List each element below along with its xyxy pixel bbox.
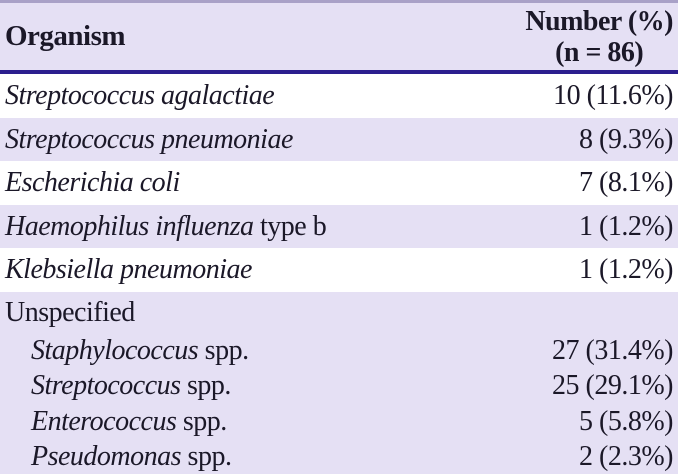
organism-name: Streptococcus pneumoniae: [5, 123, 293, 155]
count-value: 1 (1.2%): [579, 210, 673, 242]
table-row: Streptococcus pneumoniae 8 (9.3%): [0, 118, 678, 161]
column-header-number-line2: (n = 86): [555, 36, 644, 68]
organism-name: Enterococcus spp.: [31, 405, 227, 437]
count-value: 27 (31.4%): [552, 334, 673, 366]
table-row: Haemophilus influenza type b 1 (1.2%): [0, 205, 678, 248]
organism-name: Staphylococcus spp.: [31, 334, 249, 366]
table-row: Streptococcus agalactiae 10 (11.6%): [0, 74, 678, 118]
organism-name: Klebsiella pneumoniae: [5, 254, 252, 285]
column-header-number-line1: Number (%): [525, 5, 673, 37]
table-subrow: Pseudomonas spp. 2 (2.3%): [0, 440, 678, 474]
column-header-organism: Organism: [5, 20, 126, 52]
table-header-row: Organism Number (%) (n = 86): [0, 0, 678, 74]
group-label: Unspecified: [5, 297, 135, 328]
organism-name: Haemophilus influenza type b: [5, 210, 327, 242]
table-subrow: Staphylococcus spp. 27 (31.4%): [0, 333, 678, 369]
table-subrow: Enterococcus spp. 5 (5.8%): [0, 404, 678, 440]
organism-name: Streptococcus spp.: [31, 370, 231, 402]
count-value: 7 (8.1%): [579, 167, 673, 198]
count-value: 10 (11.6%): [553, 80, 673, 111]
organism-name: Escherichia coli: [5, 167, 180, 198]
table-row: Escherichia coli 7 (8.1%): [0, 161, 678, 205]
count-value: 5 (5.8%): [579, 405, 673, 437]
unspecified-group: Unspecified Staphylococcus spp. 27 (31.4…: [0, 292, 678, 474]
column-header-number: Number (%) (n = 86): [525, 6, 678, 68]
count-value: 1 (1.2%): [579, 254, 673, 285]
count-value: 25 (29.1%): [552, 370, 673, 402]
count-value: 8 (9.3%): [579, 123, 673, 155]
organism-name: Streptococcus agalactiae: [5, 80, 275, 111]
table-row: Klebsiella pneumoniae 1 (1.2%): [0, 248, 678, 292]
count-value: 2 (2.3%): [579, 441, 673, 473]
table-subrow: Streptococcus spp. 25 (29.1%): [0, 369, 678, 405]
organism-name: Pseudomonas spp.: [31, 441, 232, 473]
